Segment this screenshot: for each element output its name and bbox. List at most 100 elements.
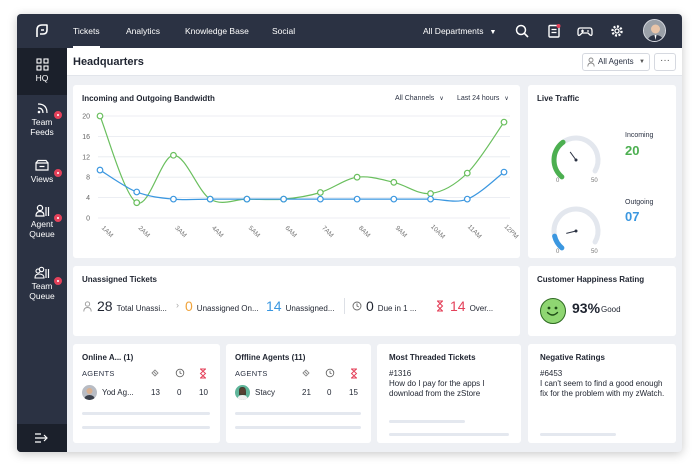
tab-tickets[interactable]: Tickets — [73, 14, 100, 48]
incoming-min: 0 — [556, 178, 560, 184]
data-point — [500, 168, 508, 176]
agent-name: Stacy — [255, 388, 276, 397]
outgoing-value: 07 — [625, 209, 640, 224]
total-unassigned-stat[interactable]: 28 Total Unassi... — [97, 295, 167, 317]
due-in-1-hour-stat[interactable]: 0 Due in 1 ... — [366, 295, 416, 317]
x-tick-label: 8AM — [357, 225, 371, 239]
chevron-down-icon: ▼ — [639, 59, 645, 65]
placeholder-line — [82, 426, 210, 429]
stat-value: 0 — [366, 298, 374, 314]
app-window: Tickets Analytics Knowledge Base Social … — [17, 14, 682, 452]
stat-label: Unassigned On... — [196, 304, 259, 313]
customer-happiness-card: Customer Happiness Rating 93% Good — [528, 266, 676, 336]
chevron-down-icon: ∨ — [504, 96, 509, 102]
hourglass-icon — [436, 300, 444, 312]
data-point — [463, 169, 471, 177]
data-point — [96, 112, 104, 120]
data-point — [353, 173, 361, 181]
data-point — [390, 178, 398, 186]
data-point — [170, 151, 177, 159]
page-header: Headquarters All Agents ▼ ··· — [67, 48, 682, 76]
grid-icon — [35, 58, 49, 71]
sidebar-item-views[interactable]: Views — [17, 159, 67, 195]
gamepad-icon[interactable] — [577, 23, 593, 39]
more-options-button[interactable]: ··· — [654, 53, 676, 71]
ticket-subject[interactable]: How do I pay for the apps I download fro… — [389, 379, 485, 398]
bandwidth-line-chart: 0 4 8 12 16 20 1AM 2AM 3AM 4AM 5AM 6AM 7AM 8AM 9AM 10AM… — [82, 112, 520, 241]
tab-knowledge-base[interactable]: Knowledge Base — [185, 26, 249, 36]
collapse-sidebar-button[interactable] — [17, 424, 67, 452]
agent-due-count: 0 — [327, 388, 332, 397]
stat-value: 14 — [450, 298, 466, 314]
overdue-stat[interactable]: 14 Over... — [450, 295, 493, 317]
x-tick-label: 11AM — [466, 224, 483, 241]
unassigned-title: Unassigned Tickets — [82, 275, 157, 284]
person-icon — [587, 57, 595, 67]
y-tick-label: 8 — [86, 175, 90, 182]
channel-filter-label: All Channels — [395, 95, 435, 102]
channel-filter[interactable]: All Channels ∨ — [395, 95, 444, 102]
sidebar-item-label: Team Feeds — [30, 117, 54, 137]
agents-filter-select[interactable]: All Agents ▼ — [582, 53, 650, 71]
collapse-icon — [35, 433, 48, 443]
notes-icon[interactable] — [546, 23, 562, 39]
x-tick-label: 9AM — [394, 225, 408, 239]
live-traffic-card: Live Traffic Incoming 20 Outgoing 07 0 5… — [528, 85, 676, 258]
department-label: All Departments — [423, 26, 484, 36]
x-tick-label: 4AM — [210, 225, 224, 239]
series-line-0 — [99, 115, 505, 204]
tab-analytics[interactable]: Analytics — [126, 26, 161, 36]
incoming-value: 20 — [625, 143, 640, 158]
tab-social[interactable]: Social — [272, 26, 296, 36]
agent-avatar — [235, 385, 250, 400]
clock-icon — [175, 368, 185, 378]
notification-badge — [53, 213, 63, 223]
agent-due-count: 0 — [177, 388, 182, 397]
sidebar-item-label: HQ — [35, 73, 49, 83]
rating-comment[interactable]: I can't seem to find a good enough fix f… — [540, 379, 665, 398]
data-point — [243, 195, 251, 203]
gauge-fill — [551, 139, 566, 180]
data-point — [427, 190, 434, 197]
placeholder-line — [82, 412, 210, 415]
unassigned-other-stat[interactable]: 14 Unassigned... — [266, 295, 335, 317]
sidebar-item-team-queue[interactable]: Team Queue — [17, 266, 67, 312]
data-point — [353, 195, 361, 203]
sidebar-item-label: Agent Queue — [29, 219, 55, 239]
smiley-face-icon — [540, 298, 566, 324]
x-tick-label: 5AM — [247, 225, 261, 239]
happiness-title: Customer Happiness Rating — [537, 275, 645, 284]
unassigned-online-stat[interactable]: 0 Unassigned On... — [185, 295, 259, 317]
chevron-right-icon: › — [176, 300, 179, 310]
chevron-down-icon: ∨ — [439, 96, 444, 102]
sidebar-item-team-feeds[interactable]: Team Feeds — [17, 102, 67, 148]
hourglass-icon — [199, 368, 207, 379]
y-tick-label: 12 — [82, 154, 90, 161]
online-agents-card: Online A... (1) AGENTS Yod Ag... 13 0 10 — [73, 344, 220, 443]
gear-icon[interactable] — [609, 23, 625, 39]
live-traffic-title: Live Traffic — [537, 94, 580, 103]
placeholder-line — [389, 420, 465, 423]
data-point — [463, 195, 471, 203]
y-tick-label: 4 — [86, 195, 90, 202]
sidebar-item-hq[interactable]: HQ — [17, 48, 67, 95]
search-icon[interactable] — [514, 23, 530, 39]
agent-ticket-count: 13 — [151, 388, 160, 397]
department-selector[interactable]: All Departments ▼ — [423, 14, 496, 48]
x-tick-label: 1AM — [100, 225, 114, 239]
y-tick-label: 0 — [86, 216, 90, 223]
page-title: Headquarters — [73, 56, 144, 68]
gauge-needle — [566, 230, 577, 234]
ticket-icon — [151, 369, 159, 377]
data-point — [280, 195, 288, 203]
agent-overdue-count: 10 — [199, 388, 208, 397]
gauge-pivot — [574, 158, 578, 162]
sidebar-item-agent-queue[interactable]: Agent Queue — [17, 204, 67, 250]
y-tick-label: 16 — [82, 134, 90, 141]
ticket-id-link[interactable]: #1316 — [389, 369, 412, 378]
user-avatar[interactable] — [643, 19, 666, 42]
hourglass-icon — [350, 368, 358, 379]
time-range-filter[interactable]: Last 24 hours ∨ — [457, 95, 509, 102]
ticket-id-link[interactable]: #6453 — [540, 369, 563, 378]
app-logo-icon[interactable] — [17, 14, 67, 48]
